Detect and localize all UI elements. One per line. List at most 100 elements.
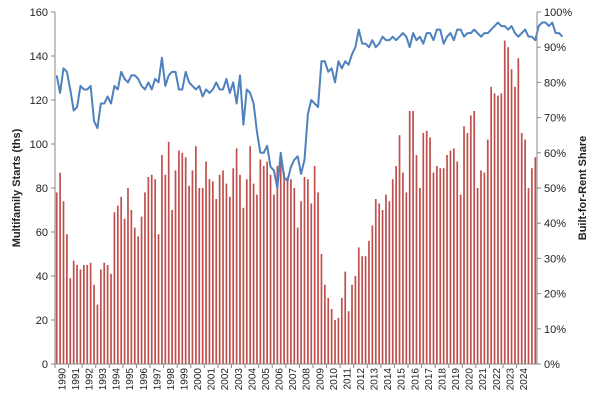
x-tick-label: 2015: [397, 368, 408, 391]
y-tick-label: 160: [30, 7, 48, 19]
bar: [55, 192, 58, 364]
y-tick-label: 100: [30, 139, 48, 151]
bar: [381, 210, 384, 364]
bar: [59, 172, 61, 364]
bar: [534, 157, 537, 364]
bar: [425, 130, 428, 364]
bar: [476, 188, 479, 364]
bar: [493, 93, 496, 365]
x-tick-label: 1995: [125, 368, 136, 391]
x-tick-label: 2012: [356, 368, 367, 391]
bar: [300, 201, 302, 364]
y-tick-label: 120: [30, 95, 48, 107]
x-tick-label: 2020: [465, 368, 476, 391]
bar: [181, 152, 184, 364]
x-tick-label: 2011: [342, 368, 353, 390]
bar: [103, 262, 106, 364]
bar: [137, 236, 140, 364]
x-tick-label: 1991: [71, 368, 82, 391]
y2-tick-label: 60%: [544, 148, 566, 160]
bar: [201, 188, 204, 364]
x-tick-label: 2006: [275, 368, 286, 391]
bar: [344, 271, 347, 364]
x-tick-label: 2013: [370, 368, 381, 391]
bar: [500, 93, 503, 365]
x-tick-label: 2024: [519, 368, 530, 391]
bar: [86, 265, 89, 364]
bar: [249, 146, 252, 364]
bar: [222, 170, 224, 364]
bar: [290, 179, 292, 364]
x-tick-label: 1996: [139, 368, 150, 391]
bar: [276, 166, 279, 364]
y2-tick-label: 40%: [544, 218, 566, 230]
x-tick-label: 1993: [98, 368, 109, 391]
bar: [480, 170, 482, 364]
bar: [459, 194, 462, 364]
y-tick-label: 80: [36, 183, 48, 195]
bar: [405, 192, 408, 364]
bar: [62, 201, 65, 364]
bar: [99, 269, 102, 364]
bar: [497, 95, 499, 364]
y-tick-label: 20: [36, 315, 48, 327]
bar: [279, 157, 282, 364]
bar: [161, 155, 163, 364]
bar: [215, 199, 218, 364]
bar: [256, 194, 258, 364]
x-tick-label: 2023: [505, 368, 516, 391]
bar: [514, 86, 516, 365]
bar: [456, 161, 459, 364]
bar: [147, 177, 150, 364]
bar: [184, 157, 187, 364]
y-axis-title: Multifamily Starts (ths): [11, 128, 23, 247]
bar: [317, 192, 319, 364]
bar: [130, 210, 133, 364]
bar: [347, 311, 350, 364]
bar: [113, 212, 116, 364]
bar: [266, 161, 268, 364]
bar: [463, 126, 465, 365]
bar: [235, 148, 238, 364]
x-tick-label: 1997: [152, 368, 163, 391]
bar: [79, 269, 82, 364]
axes: [51, 11, 541, 368]
bar: [293, 188, 296, 364]
bar: [452, 148, 455, 364]
x-tick-label: 2001: [207, 368, 218, 391]
bar: [245, 179, 248, 364]
bar: [507, 47, 509, 364]
bar: [120, 196, 123, 364]
bar: [133, 227, 136, 364]
x-tick-label: 2007: [288, 368, 299, 391]
y2-tick-label: 70%: [544, 113, 566, 125]
bar: [208, 179, 211, 364]
bar: [361, 256, 364, 364]
x-tick-label: 2003: [234, 368, 245, 391]
bar: [391, 179, 394, 364]
bar: [340, 298, 343, 364]
y-tick-label: 140: [30, 51, 48, 63]
bar: [486, 139, 489, 364]
x-tick-label: 1992: [84, 368, 95, 391]
bar: [415, 155, 418, 364]
bar: [262, 166, 265, 364]
bar: [442, 168, 445, 364]
x-tick-label: 2021: [478, 368, 489, 391]
bar-series: [55, 40, 537, 365]
bar: [69, 278, 72, 364]
y2-tick-label: 50%: [544, 183, 566, 195]
x-tick-label: 1999: [179, 368, 190, 391]
bar: [517, 58, 520, 364]
bar: [83, 265, 85, 364]
bar: [195, 146, 197, 364]
bar: [154, 179, 156, 364]
bar: [106, 265, 109, 364]
bar: [351, 284, 353, 364]
bar: [469, 115, 472, 365]
bar: [218, 174, 221, 364]
y2-tick-label: 90%: [544, 42, 566, 54]
x-tick-label: 2019: [451, 368, 462, 391]
bar: [436, 166, 438, 364]
